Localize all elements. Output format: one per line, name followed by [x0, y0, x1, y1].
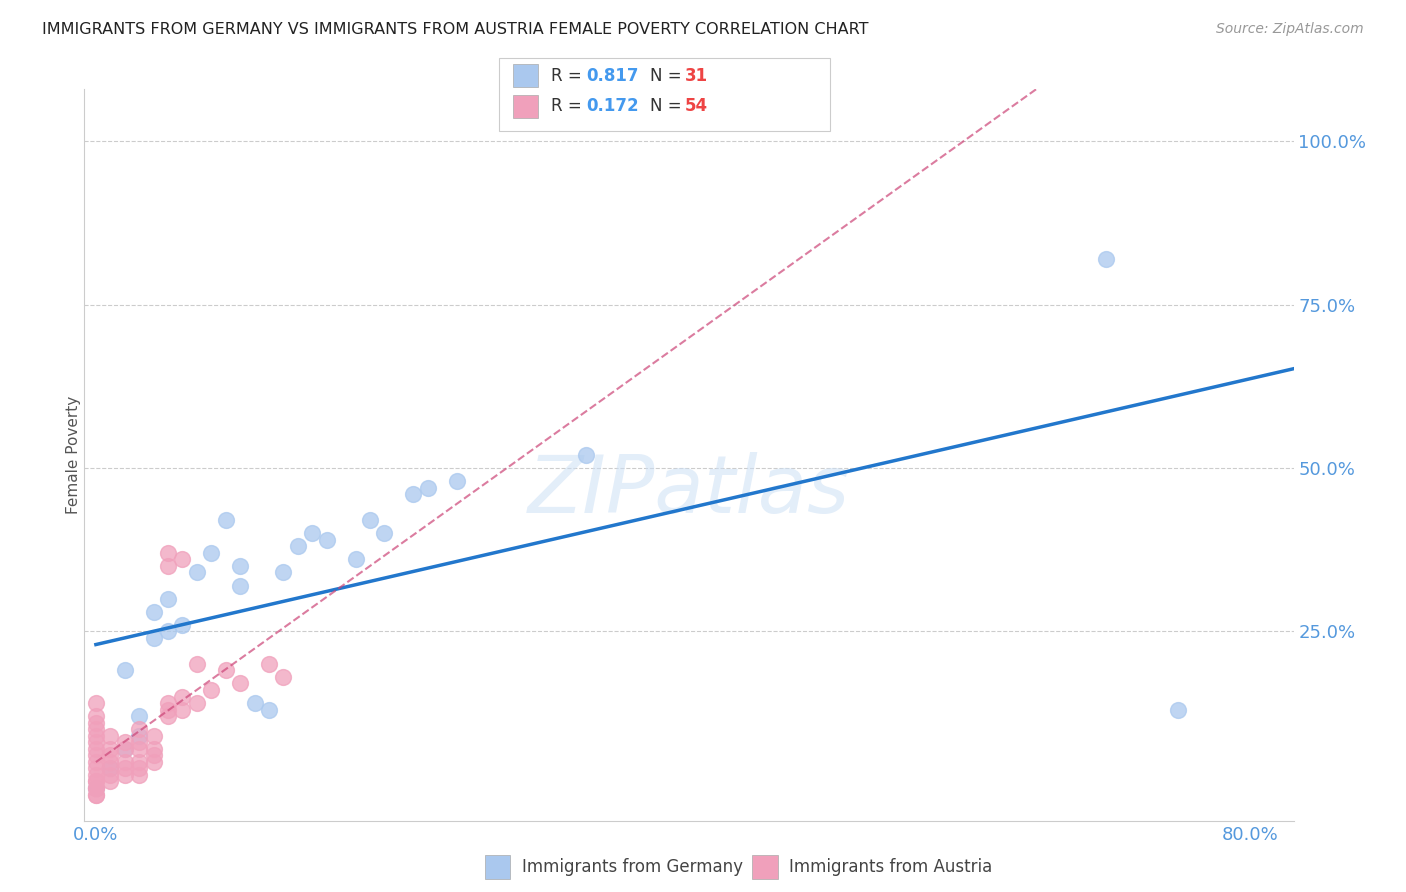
Point: [142, 748, 165, 763]
Point: [215, 513, 238, 527]
Point: [84, 729, 107, 743]
Point: [98, 729, 121, 743]
Point: [84, 788, 107, 802]
Point: [114, 761, 136, 775]
Point: [114, 768, 136, 782]
Point: [575, 448, 598, 462]
Point: [84, 709, 107, 723]
Point: [84, 735, 107, 749]
Text: 0.172: 0.172: [586, 97, 638, 115]
Point: [142, 631, 165, 645]
Point: [98, 761, 121, 775]
Point: [157, 703, 180, 717]
Point: [84, 768, 107, 782]
Text: 0.817: 0.817: [586, 67, 638, 85]
Point: [157, 546, 180, 560]
Point: [186, 696, 208, 710]
Point: [373, 526, 395, 541]
Point: [273, 670, 295, 684]
Point: [98, 748, 121, 763]
Point: [98, 741, 121, 756]
Point: [128, 735, 150, 749]
Point: [200, 683, 222, 698]
Point: [315, 533, 337, 547]
Text: Immigrants from Germany: Immigrants from Germany: [522, 858, 742, 876]
Text: Source: ZipAtlas.com: Source: ZipAtlas.com: [1216, 22, 1364, 37]
Text: R =: R =: [551, 67, 588, 85]
Point: [142, 755, 165, 769]
Point: [128, 741, 150, 756]
Point: [200, 546, 222, 560]
Point: [128, 709, 150, 723]
Point: [157, 591, 180, 606]
Point: [84, 755, 107, 769]
Point: [98, 755, 121, 769]
Text: Immigrants from Austria: Immigrants from Austria: [789, 858, 993, 876]
Point: [98, 768, 121, 782]
Point: [257, 657, 280, 671]
Point: [128, 723, 150, 737]
Point: [128, 761, 150, 775]
Point: [172, 690, 194, 704]
Text: R =: R =: [551, 97, 588, 115]
Point: [344, 552, 367, 566]
Point: [172, 703, 194, 717]
Point: [142, 741, 165, 756]
Y-axis label: Female Poverty: Female Poverty: [66, 396, 80, 514]
Point: [84, 748, 107, 763]
Text: 54: 54: [685, 97, 707, 115]
Point: [84, 788, 107, 802]
Point: [287, 539, 309, 553]
Point: [114, 664, 136, 678]
Point: [229, 676, 252, 690]
Point: [84, 774, 107, 789]
Point: [229, 578, 252, 592]
Point: [128, 755, 150, 769]
Point: [301, 526, 323, 541]
Point: [1095, 252, 1118, 266]
Point: [215, 664, 238, 678]
Point: [98, 761, 121, 775]
Point: [114, 741, 136, 756]
Point: [359, 513, 381, 527]
Point: [243, 696, 266, 710]
Point: [128, 729, 150, 743]
Text: N =: N =: [650, 97, 686, 115]
Point: [157, 624, 180, 639]
Point: [1167, 703, 1189, 717]
Point: [172, 552, 194, 566]
Point: [257, 703, 280, 717]
Point: [128, 768, 150, 782]
Point: [114, 735, 136, 749]
Point: [84, 780, 107, 795]
Point: [98, 774, 121, 789]
Point: [84, 741, 107, 756]
Point: [142, 729, 165, 743]
Text: IMMIGRANTS FROM GERMANY VS IMMIGRANTS FROM AUSTRIA FEMALE POVERTY CORRELATION CH: IMMIGRANTS FROM GERMANY VS IMMIGRANTS FR…: [42, 22, 869, 37]
Point: [402, 487, 425, 501]
Point: [416, 481, 439, 495]
Point: [157, 709, 180, 723]
Point: [84, 780, 107, 795]
Point: [84, 696, 107, 710]
Point: [114, 741, 136, 756]
Point: [446, 474, 468, 488]
Point: [142, 605, 165, 619]
Text: ZIPatlas: ZIPatlas: [527, 452, 851, 531]
Point: [84, 715, 107, 730]
Point: [84, 723, 107, 737]
Text: 31: 31: [685, 67, 707, 85]
Point: [114, 755, 136, 769]
Point: [273, 566, 295, 580]
Point: [84, 780, 107, 795]
Point: [84, 761, 107, 775]
Text: N =: N =: [650, 67, 686, 85]
Point: [186, 657, 208, 671]
Point: [157, 696, 180, 710]
Point: [186, 566, 208, 580]
Point: [157, 558, 180, 573]
Point: [172, 617, 194, 632]
Point: [229, 558, 252, 573]
Point: [84, 774, 107, 789]
